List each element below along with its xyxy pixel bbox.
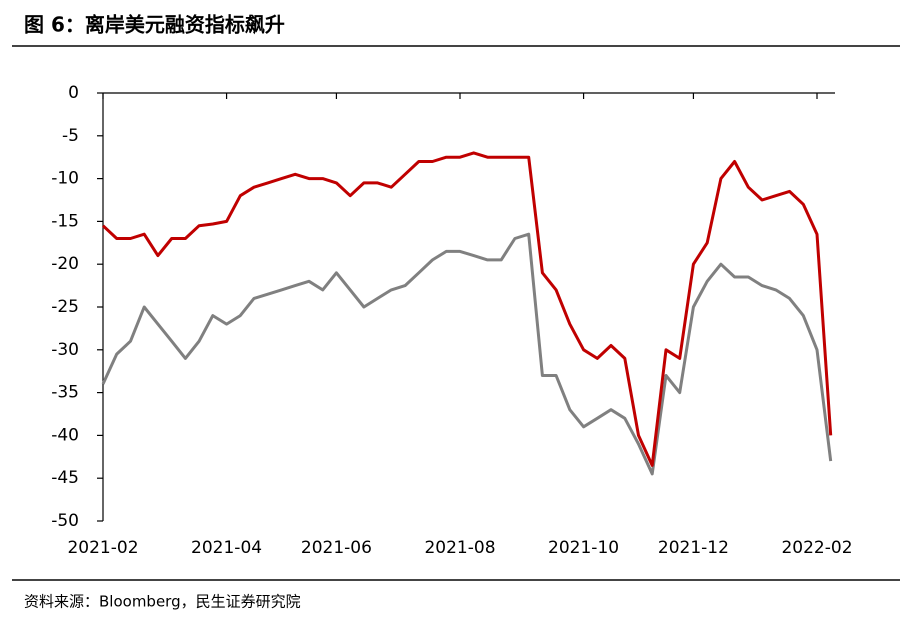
series-line (101, 151, 833, 467)
y-tick-label: -15 (51, 211, 79, 231)
y-tick-label: 0 (68, 83, 79, 103)
y-tick-label: -25 (51, 297, 79, 317)
chart-title: 图 6：离岸美元融资指标飙升 (24, 13, 285, 37)
y-tick-label: -50 (51, 511, 79, 531)
x-tick-label: 2022-02 (781, 538, 852, 558)
x-tick-label: 2021-12 (658, 538, 729, 558)
y-tick-label: -5 (62, 126, 79, 146)
x-tick-label: 2021-08 (424, 538, 495, 558)
source: 资料来源：Bloomberg，民生证券研究院 (24, 593, 301, 611)
x-tick-label: 2021-06 (301, 538, 372, 558)
series-line (101, 232, 833, 476)
y-tick-label: -40 (51, 425, 79, 445)
y-tick-label: -45 (51, 468, 79, 488)
y-tick-label: -30 (51, 340, 79, 360)
y-tick-label: -20 (51, 254, 79, 274)
x-tick-label: 2021-04 (191, 538, 262, 558)
y-tick-label: -10 (51, 169, 79, 189)
x-tick-label: 2021-10 (548, 538, 619, 558)
x-tick-label: 2021-02 (67, 538, 138, 558)
y-tick-label: -35 (51, 383, 79, 403)
